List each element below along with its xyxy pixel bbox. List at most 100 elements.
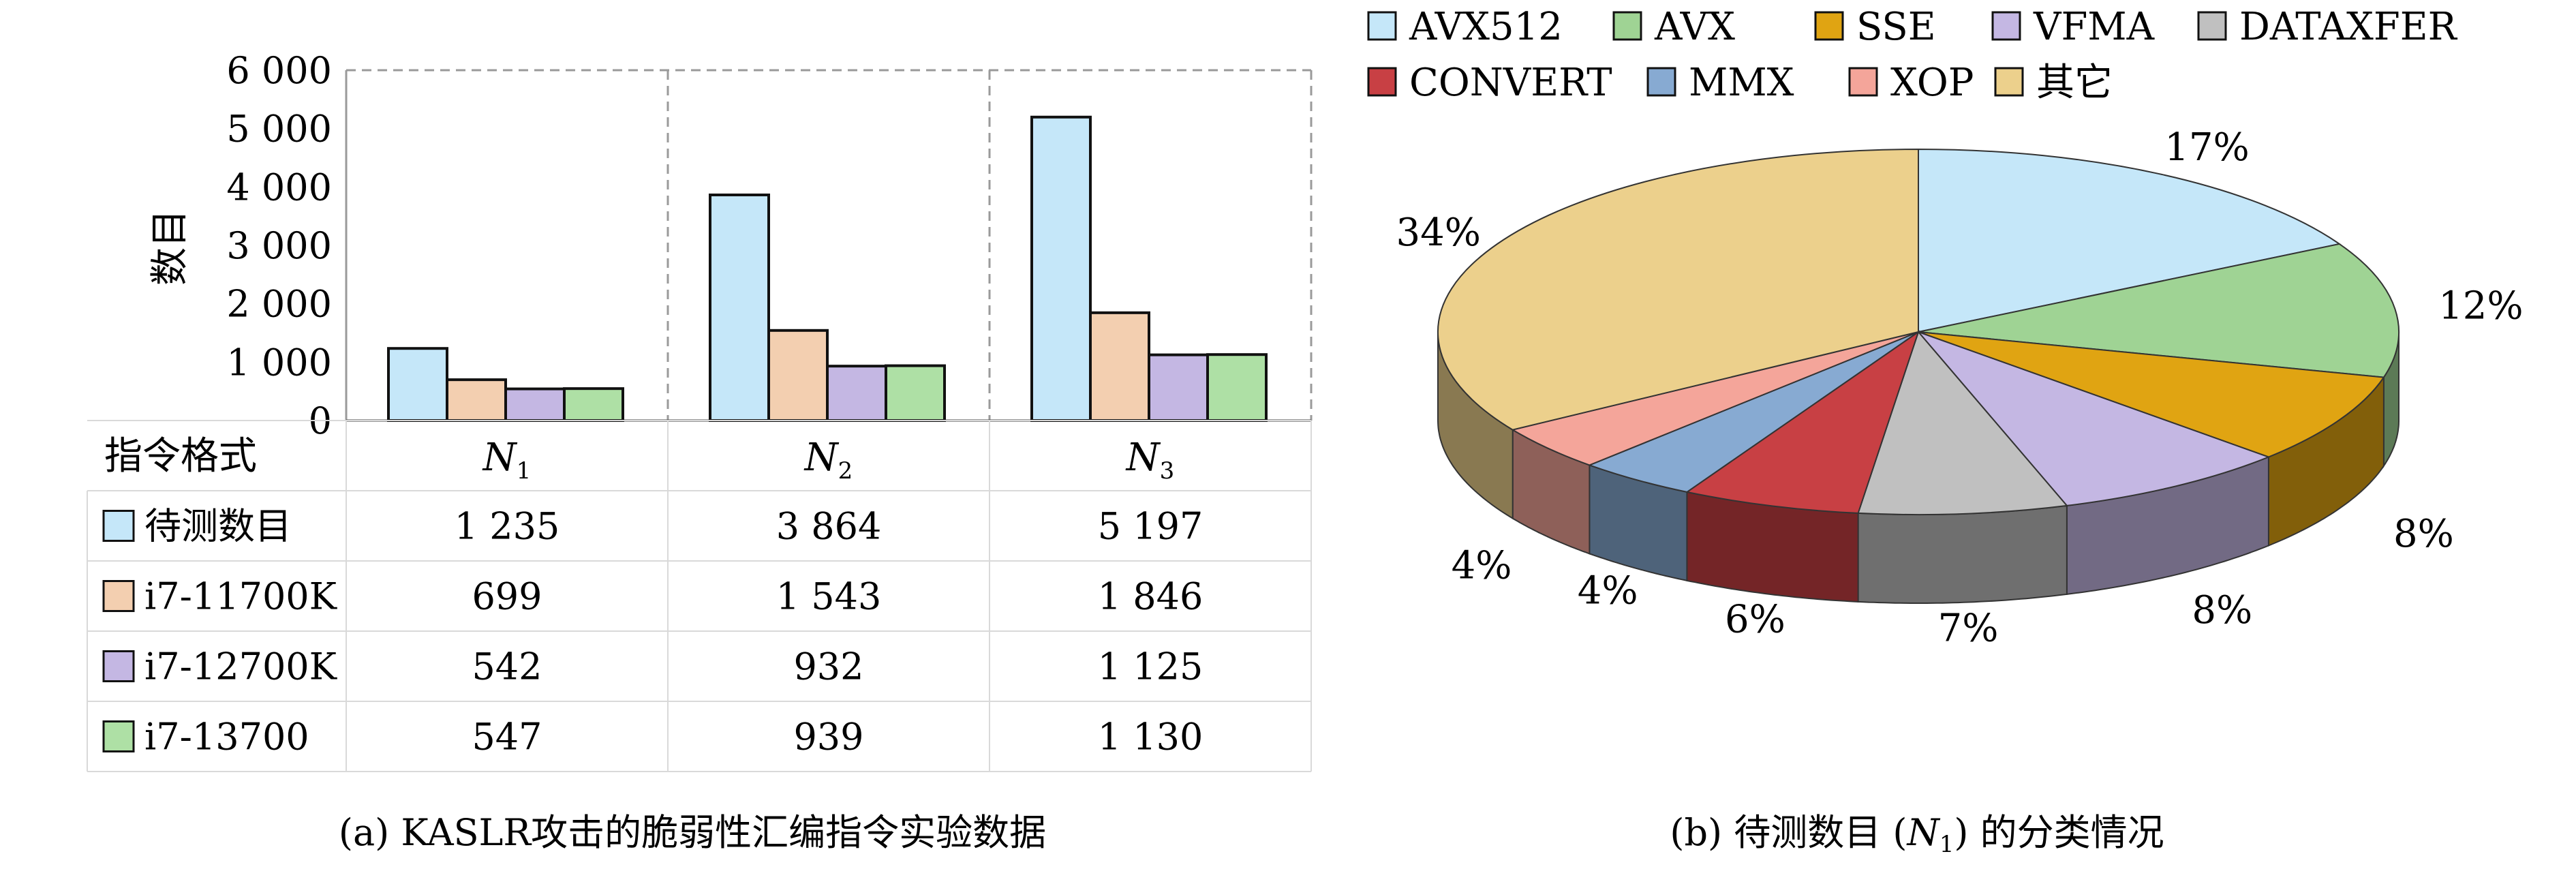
group-header-sub: 3: [1160, 457, 1175, 485]
caption-b-pre: (b) 待测数目 (: [1670, 811, 1907, 854]
group-header-3: N3: [1125, 436, 1175, 485]
legend-label-3: SSE: [1856, 5, 1936, 49]
pie-top: [1437, 148, 2399, 516]
y-tick-label: 2 000: [226, 283, 332, 326]
legend-label-9: 其它: [2036, 61, 2113, 105]
bar-1-1: [387, 347, 448, 422]
cell-value: 542: [472, 645, 542, 688]
bar-2-4: [885, 364, 946, 423]
pie-slice-4: [1916, 330, 2271, 506]
bar-3-1: [1030, 115, 1092, 422]
cell-value: 939: [793, 716, 863, 759]
pie-slice-1: [1918, 148, 2342, 333]
cell-value: 1 543: [776, 575, 882, 618]
pie-slice-8: [1511, 331, 1919, 466]
group-headers: N1 N2 N3: [482, 436, 1175, 485]
caption-b-post: ) 的分类情况: [1954, 811, 2164, 854]
legend-swatch-3: [102, 650, 135, 682]
row-label-3: i7-12700K: [144, 645, 338, 688]
bar-1-4: [563, 387, 624, 422]
caption-a: (a) KASLR攻击的脆弱性汇编指令实验数据: [339, 811, 1046, 854]
legend-swatch-4: [1991, 11, 2021, 41]
pie-legend: AVX512 AVX SSE VFMA DATAXFER CONVERT MMX XOP 其它: [1367, 5, 2458, 105]
pie-labels: 17% 12% 8% 8% 7% 6% 4% 4% 34%: [1396, 125, 2523, 651]
pie-slice-6: [1685, 330, 1920, 514]
cell-value: 699: [472, 575, 542, 618]
legend-swatch-4: [102, 720, 135, 752]
cell-value: 1 846: [1098, 575, 1203, 618]
legend-swatch-2: [102, 580, 135, 612]
pie-slice-5: [1857, 331, 2068, 516]
cell-value: 932: [793, 645, 863, 688]
bar-3-4: [1206, 353, 1268, 422]
legend-swatch-3: [1814, 11, 1844, 41]
y-tick-label: 6 000: [226, 49, 332, 92]
group-header-sub: 2: [838, 457, 853, 485]
table-header-label: 指令格式: [104, 434, 257, 478]
pie-slice-7: [1587, 331, 1919, 493]
y-axis-label: 数目: [148, 209, 192, 286]
legend-label-5: DATAXFER: [2239, 5, 2458, 49]
legend-swatch-5: [2197, 11, 2227, 41]
caption-b: (b) 待测数目 (N1) 的分类情况: [1670, 811, 2164, 858]
bar-3-3: [1148, 353, 1209, 422]
pie-label-1: 17%: [2164, 125, 2249, 170]
legend-label-8: XOP: [1890, 61, 1974, 105]
pie-label-2: 12%: [2438, 284, 2523, 328]
pie-side-5: [1857, 504, 2068, 604]
pie-label-8: 4%: [1452, 544, 1512, 588]
group-header-sub: 1: [517, 457, 532, 485]
legend-label-4: VFMA: [2033, 5, 2155, 49]
cell-value: 547: [472, 716, 542, 759]
bar-2-3: [826, 365, 887, 423]
caption-b-sub: 1: [1939, 831, 1954, 858]
legend-label-6: CONVERT: [1409, 61, 1612, 105]
pie-chart: 17% 12% 8% 8% 7% 6% 4% 4% 34%: [1396, 125, 2523, 651]
pie-slice-3: [1918, 331, 2385, 458]
pie-label-7: 4%: [1578, 569, 1638, 613]
cell-value: 5 197: [1098, 505, 1203, 548]
bar-3-2: [1089, 311, 1150, 423]
legend-swatch-1: [102, 510, 135, 542]
pie-slice-9: [1437, 148, 1919, 431]
legend-swatch-7: [1646, 67, 1676, 97]
group-header-1: N1: [482, 436, 532, 485]
pie-label-9: 34%: [1396, 211, 1480, 255]
y-tick-label: 1 000: [226, 341, 332, 384]
cell-value: 1 130: [1098, 716, 1203, 759]
row-label-4: i7-13700: [144, 716, 309, 759]
group-header-var: N: [803, 436, 840, 480]
y-tick-label: 3 000: [226, 224, 332, 267]
bar-2-2: [767, 329, 829, 423]
y-tick-label: 4 000: [226, 166, 332, 209]
cell-value: 1 235: [455, 505, 560, 548]
cell-value: 1 125: [1098, 645, 1203, 688]
row-label-1: 待测数目: [144, 505, 292, 548]
pie-slice-2: [1918, 243, 2399, 378]
bar-1-2: [446, 378, 507, 423]
legend-label-7: MMX: [1689, 61, 1794, 105]
pie-label-6: 6%: [1725, 597, 1785, 641]
pie-label-4: 8%: [2192, 588, 2252, 632]
legend-swatch-9: [1994, 67, 2024, 97]
y-tick-label: 5 000: [226, 108, 332, 151]
row-label-2: i7-11700K: [144, 575, 338, 618]
legend-swatch-6: [1367, 67, 1397, 97]
table-grid: [87, 420, 1312, 772]
legend-label-2: AVX: [1654, 5, 1735, 49]
caption-b-var: N: [1905, 811, 1940, 854]
group-header-var: N: [482, 436, 518, 480]
bars: [387, 115, 1268, 423]
bar-2-1: [709, 193, 770, 422]
cell-value: 3 864: [776, 505, 882, 548]
legend-swatch-8: [1848, 67, 1878, 97]
group-header-2: N2: [803, 436, 853, 485]
pie-sides: [1437, 331, 2399, 604]
pie-label-3: 8%: [2393, 512, 2454, 556]
legend-label-1: AVX512: [1409, 5, 1563, 49]
group-header-var: N: [1125, 436, 1161, 480]
legend-swatch-1: [1367, 11, 1397, 41]
pie-label-5: 7%: [1938, 607, 1999, 651]
